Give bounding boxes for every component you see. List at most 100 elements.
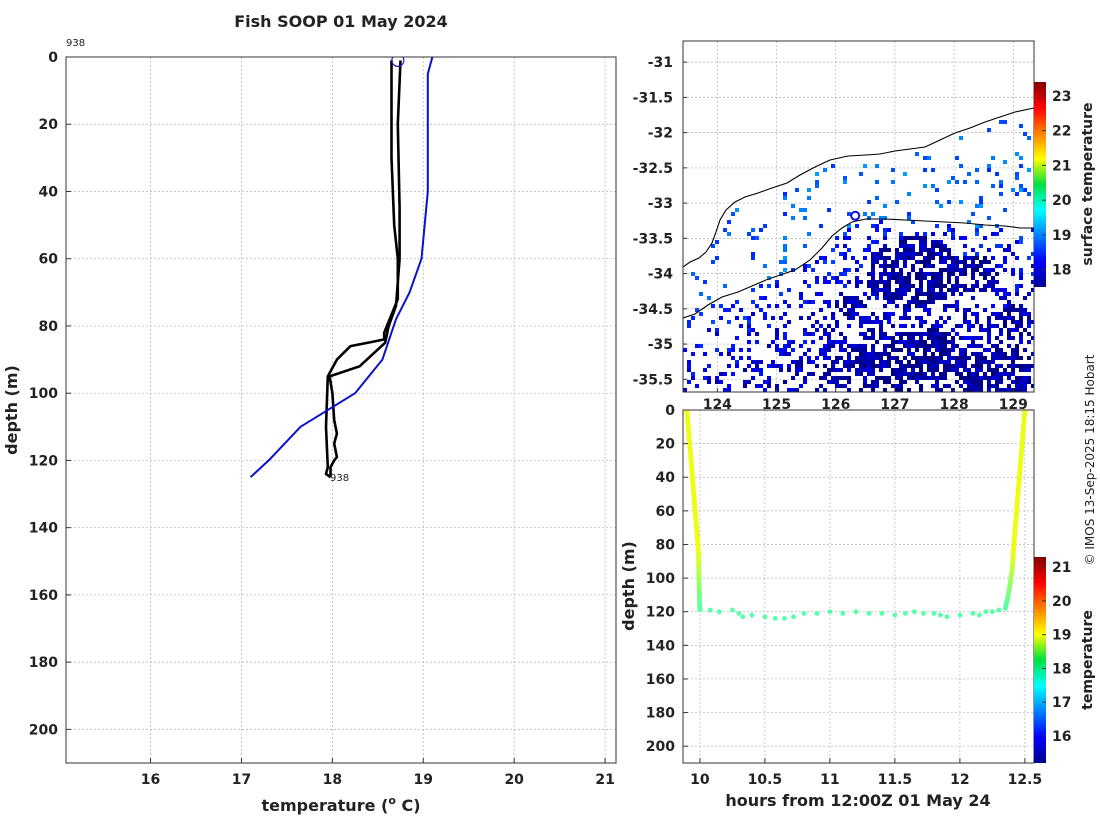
sst-pixel xyxy=(927,252,931,256)
sst-pixel xyxy=(851,316,855,320)
sst-pixel xyxy=(971,256,975,260)
sst-pixel xyxy=(995,264,999,268)
sst-pixel xyxy=(955,380,959,384)
section-x-tick-label: 10 xyxy=(690,772,710,788)
y-tick-label: 200 xyxy=(29,722,58,738)
sst-pixel xyxy=(907,236,911,240)
sst-pixel xyxy=(931,264,935,268)
sst-pixel xyxy=(883,388,887,392)
sst-pixel xyxy=(895,356,899,360)
map-y-tick-label: -33 xyxy=(648,196,673,212)
sst-pixel xyxy=(955,360,959,364)
sst-pixel xyxy=(799,292,803,296)
bottom-track-point xyxy=(1003,606,1008,611)
sst-pixel xyxy=(763,264,767,268)
sst-pixel xyxy=(963,316,967,320)
sst-pixel xyxy=(807,264,811,268)
sst-pixel xyxy=(903,344,907,348)
sst-pixel xyxy=(963,368,967,372)
sst-pixel xyxy=(827,208,831,212)
section-colorbar-tick-label: 19 xyxy=(1052,628,1071,644)
sst-pixel xyxy=(695,344,699,348)
sst-pixel xyxy=(931,292,935,296)
sst-pixel xyxy=(839,292,843,296)
sst-pixel xyxy=(939,244,943,248)
sst-pixel xyxy=(899,288,903,292)
sst-pixel xyxy=(871,256,875,260)
sst-pixel xyxy=(1015,256,1019,260)
sst-pixel xyxy=(803,244,807,248)
sst-pixel xyxy=(1031,336,1034,340)
sst-pixel xyxy=(887,320,891,324)
sst-pixel xyxy=(999,316,1003,320)
sst-pixel xyxy=(951,388,955,392)
sst-pixel xyxy=(759,308,763,312)
sst-pixel xyxy=(803,380,807,384)
sst-pixel xyxy=(987,388,991,392)
sst-pixel xyxy=(871,240,875,244)
sst-pixel xyxy=(959,360,963,364)
sst-pixel xyxy=(823,356,827,360)
sst-pixel xyxy=(871,252,875,256)
sst-pixel xyxy=(747,380,751,384)
sst-pixel xyxy=(887,276,891,280)
sst-pixel xyxy=(903,332,907,336)
sst-pixel xyxy=(935,384,939,388)
sst-pixel xyxy=(811,312,815,316)
sst-pixel xyxy=(979,288,983,292)
sst-pixel xyxy=(727,364,731,368)
sst-pixel xyxy=(959,164,963,168)
sst-pixel xyxy=(687,368,691,372)
sst-pixel xyxy=(987,348,991,352)
sst-pixel xyxy=(1011,272,1015,276)
sst-pixel xyxy=(763,380,767,384)
sst-pixel xyxy=(935,244,939,248)
sst-pixel xyxy=(859,324,863,328)
sst-pixel xyxy=(867,216,871,220)
sst-pixel xyxy=(895,368,899,372)
sst-pixel xyxy=(791,204,795,208)
sst-pixel xyxy=(795,368,799,372)
sst-pixel xyxy=(759,296,763,300)
sst-pixel xyxy=(987,320,991,324)
sst-pixel xyxy=(831,360,835,364)
sst-pixel xyxy=(899,332,903,336)
sst-pixel xyxy=(875,320,879,324)
sst-pixel xyxy=(783,336,787,340)
sst-pixel xyxy=(927,328,931,332)
sst-pixel xyxy=(927,288,931,292)
sst-pixel xyxy=(907,252,911,256)
sst-pixel xyxy=(891,276,895,280)
sst-pixel xyxy=(991,288,995,292)
sst-pixel xyxy=(803,352,807,356)
sst-pixel xyxy=(935,224,939,228)
sst-pixel xyxy=(855,224,859,228)
sst-pixel xyxy=(979,264,983,268)
sst-pixel xyxy=(971,380,975,384)
sst-pixel xyxy=(823,300,827,304)
sst-pixel xyxy=(947,248,951,252)
sst-pixel xyxy=(983,348,987,352)
sst-pixel xyxy=(975,384,979,388)
sst-pixel xyxy=(995,356,999,360)
sst-pixel xyxy=(715,376,719,380)
sst-pixel xyxy=(791,216,795,220)
sst-pixel xyxy=(687,360,691,364)
credit-text: © IMOS 13-Sep-2025 18:15 Hobart xyxy=(1083,354,1097,565)
series-climatology xyxy=(249,57,434,478)
sst-pixel xyxy=(943,376,947,380)
sst-pixel xyxy=(999,376,1003,380)
sst-pixel xyxy=(911,376,915,380)
map-x-tick-label: 128 xyxy=(939,397,968,413)
sst-pixel xyxy=(883,268,887,272)
sst-pixel xyxy=(891,260,895,264)
sst-pixel xyxy=(983,276,987,280)
sst-pixel xyxy=(867,280,871,284)
sst-pixel xyxy=(803,332,807,336)
sst-pixel xyxy=(763,312,767,316)
sst-pixel xyxy=(995,384,999,388)
sst-pixel xyxy=(943,244,947,248)
sst-pixel xyxy=(911,236,915,240)
sst-pixel xyxy=(959,200,963,204)
sst-pixel xyxy=(899,240,903,244)
